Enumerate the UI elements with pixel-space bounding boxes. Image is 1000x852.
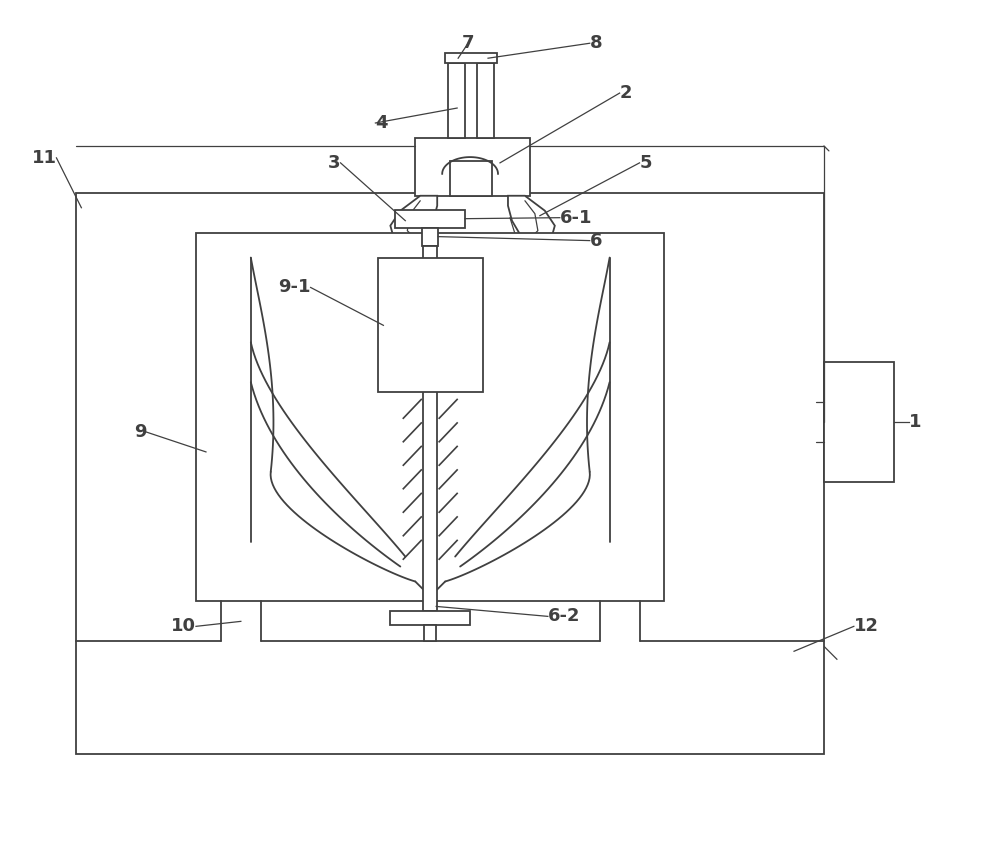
Bar bbox=[424, 625, 436, 642]
Bar bbox=[196, 233, 664, 602]
Text: 11: 11 bbox=[31, 149, 56, 167]
Bar bbox=[378, 257, 483, 392]
Text: 9-1: 9-1 bbox=[278, 279, 311, 296]
Text: 5: 5 bbox=[640, 154, 652, 172]
Text: 1: 1 bbox=[909, 413, 921, 431]
Bar bbox=[390, 612, 470, 625]
Bar bbox=[824, 362, 894, 482]
Bar bbox=[423, 245, 437, 612]
Text: 10: 10 bbox=[171, 618, 196, 636]
Bar bbox=[448, 63, 465, 138]
Text: 6-2: 6-2 bbox=[548, 607, 580, 625]
Bar bbox=[422, 227, 438, 245]
Text: 2: 2 bbox=[620, 84, 632, 102]
Bar bbox=[445, 53, 497, 63]
Bar bbox=[450, 161, 492, 196]
Text: 4: 4 bbox=[375, 114, 388, 132]
Text: 12: 12 bbox=[854, 618, 879, 636]
Bar bbox=[477, 63, 494, 138]
Polygon shape bbox=[390, 196, 437, 248]
Text: 9: 9 bbox=[134, 423, 146, 441]
Text: 6-1: 6-1 bbox=[560, 209, 592, 227]
Bar bbox=[76, 193, 824, 754]
Polygon shape bbox=[508, 196, 555, 248]
Text: 3: 3 bbox=[328, 154, 341, 172]
Text: 6: 6 bbox=[590, 232, 602, 250]
Text: 8: 8 bbox=[590, 34, 602, 52]
Bar bbox=[415, 138, 530, 196]
Text: 7: 7 bbox=[462, 34, 474, 52]
Bar bbox=[395, 210, 465, 227]
